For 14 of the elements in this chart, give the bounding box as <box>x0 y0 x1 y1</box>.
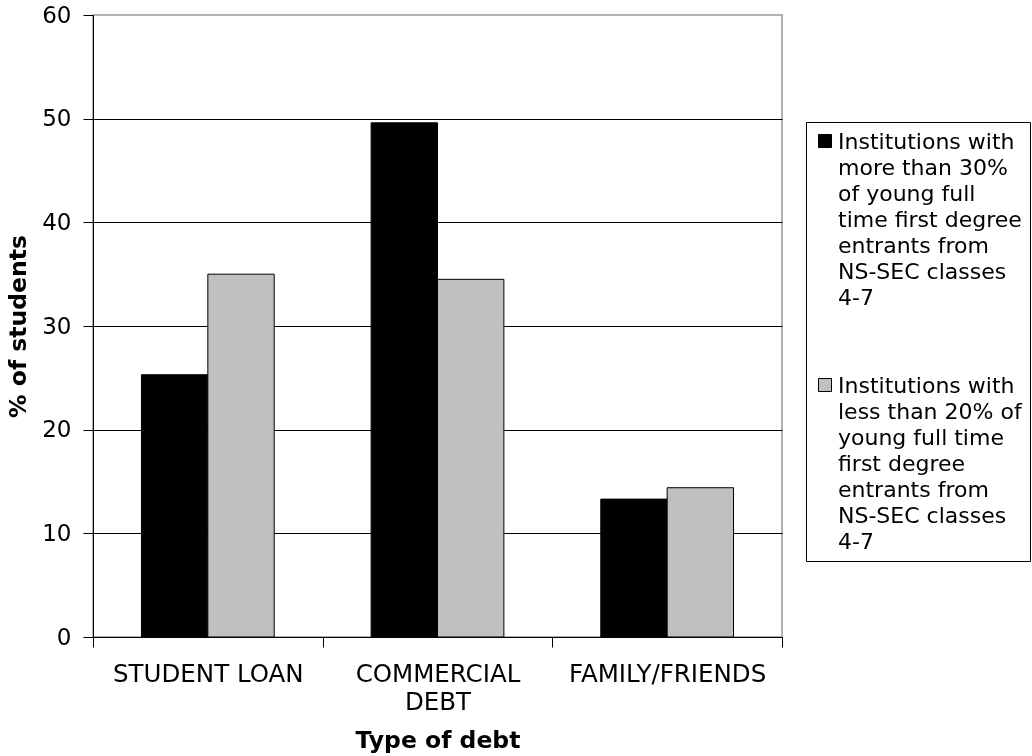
x-axis-title: Type of debt <box>355 725 521 754</box>
y-tick-label: 30 <box>42 312 72 339</box>
y-tick-label: 50 <box>42 105 72 132</box>
x-tick-label: COMMERCIAL DEBT <box>355 658 521 717</box>
x-tick-label: STUDENT LOAN <box>113 658 304 688</box>
x-tick-label: FAMILY/FRIENDS <box>569 658 767 688</box>
legend-label: Institutions with more than 30% of young full time first degree entrants from NS-SEC classes 4-7 <box>838 129 1022 310</box>
y-tick-label: 0 <box>56 623 72 650</box>
y-tick-label: 40 <box>42 208 72 235</box>
y-tick-label: 60 <box>42 1 72 28</box>
legend-label: Institutions with less than 20% of young full time first degree entrants from NS-SEC classes 4-7 <box>838 373 1023 554</box>
y-tick-label: 20 <box>42 416 72 443</box>
y-tick-label: 10 <box>42 519 72 546</box>
y-axis-title: % of students <box>4 235 33 418</box>
